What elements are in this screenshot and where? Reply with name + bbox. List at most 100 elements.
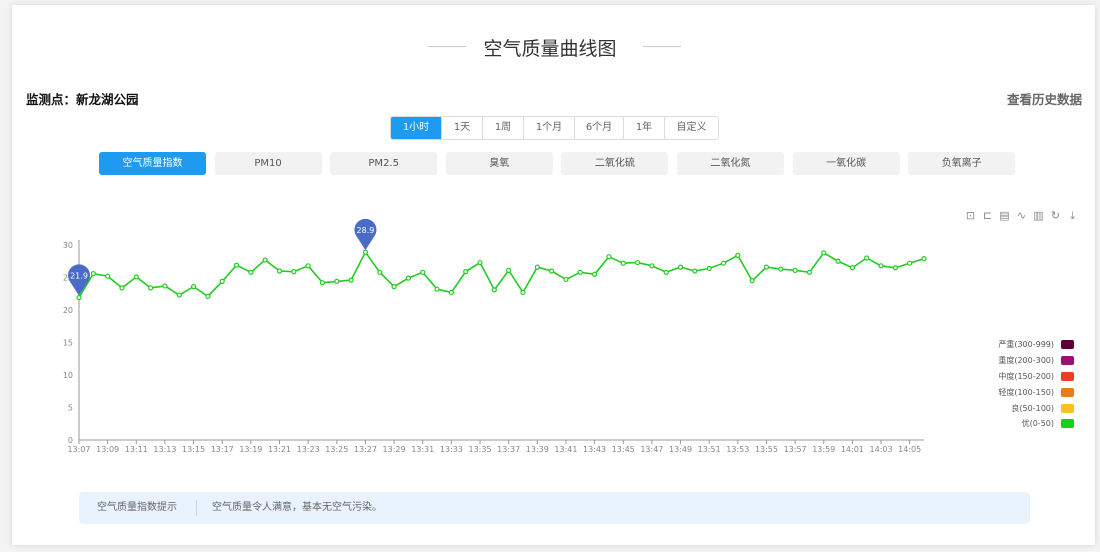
x-tick-label: 13:41 — [554, 445, 577, 454]
pollutant-tab-2[interactable]: PM2.5 — [330, 152, 438, 175]
x-tick-label: 13:33 — [440, 445, 463, 454]
data-point — [362, 249, 369, 255]
x-tick-label: 13:49 — [669, 445, 692, 454]
legend-item[interactable]: 良(50-100) — [998, 400, 1074, 416]
title-divider-right — [643, 46, 681, 47]
x-tick-label: 13:43 — [583, 445, 606, 454]
data-point — [348, 277, 354, 283]
mark-point-pin — [354, 218, 377, 251]
data-point — [248, 269, 254, 275]
legend-swatch — [1061, 340, 1074, 350]
time-range-4[interactable]: 6个月 — [574, 117, 623, 139]
tip-label: 空气质量指数提示 — [97, 502, 177, 513]
data-point — [291, 269, 297, 275]
download-icon[interactable]: ⤓ — [1070, 209, 1075, 222]
tip-divider — [196, 500, 197, 516]
x-tick-label: 13:11 — [125, 445, 148, 454]
data-point — [849, 265, 855, 271]
pollutant-tab-6[interactable]: 一氧化碳 — [792, 152, 900, 175]
legend-label: 严重(300-999) — [998, 340, 1054, 350]
time-range-1[interactable]: 1天 — [441, 117, 482, 139]
pollutant-tab-4[interactable]: 二氧化硫 — [561, 152, 669, 175]
time-range-2[interactable]: 1周 — [482, 117, 523, 139]
data-point — [749, 278, 755, 284]
tip-message: 空气质量令人满意，基本无空气污染。 — [212, 502, 382, 513]
data-point — [563, 276, 569, 283]
x-tick-label: 14:03 — [870, 445, 893, 454]
data-point — [735, 252, 741, 258]
x-tick-label: 13:57 — [784, 445, 807, 454]
time-range-5[interactable]: 1年 — [623, 117, 664, 139]
legend-swatch — [1061, 387, 1074, 397]
x-tick-label: 13:55 — [755, 445, 778, 454]
chart-toolbox: ⊡ ⊏ ▤ ∿ ▥ ↻ ⤓ — [964, 209, 1079, 222]
x-tick-label: 13:31 — [411, 445, 434, 454]
zoom-reset-icon[interactable]: ⊏ — [982, 209, 993, 222]
time-range-3[interactable]: 1个月 — [523, 117, 574, 139]
legend-swatch — [1061, 419, 1074, 429]
data-point — [806, 269, 813, 275]
data-point — [677, 264, 684, 270]
data-point — [90, 271, 96, 277]
time-range-0[interactable]: 1小时 — [391, 117, 441, 139]
line-chart-icon[interactable]: ∿ — [1016, 209, 1027, 222]
y-tick-label: 20 — [63, 306, 73, 315]
pollutant-tab-7[interactable]: 负氧离子 — [908, 152, 1016, 175]
data-point — [921, 256, 927, 262]
x-tick-label: 13:35 — [468, 445, 491, 454]
x-tick-label: 13:13 — [153, 445, 176, 454]
data-point — [634, 259, 641, 266]
data-point — [276, 268, 283, 274]
x-tick-label: 13:19 — [239, 445, 262, 454]
data-point — [720, 260, 727, 266]
data-point — [663, 269, 669, 275]
x-tick-label: 13:23 — [297, 445, 320, 454]
data-point — [878, 263, 884, 269]
x-tick-label: 13:17 — [211, 445, 234, 454]
x-tick-label: 13:07 — [67, 445, 90, 454]
legend-swatch — [1061, 403, 1074, 413]
x-tick-label: 14:01 — [841, 445, 864, 454]
time-range-6[interactable]: 自定义 — [664, 117, 718, 139]
pollutant-tab-3[interactable]: 臭氧 — [445, 152, 553, 175]
x-tick-label: 14:05 — [898, 445, 921, 454]
restore-icon[interactable]: ↻ — [1050, 209, 1061, 222]
x-tick-label: 13:37 — [497, 445, 520, 454]
data-point — [262, 257, 268, 263]
data-point — [305, 263, 311, 269]
data-point — [778, 266, 784, 272]
legend-item[interactable]: 优(0-50) — [998, 416, 1074, 432]
x-tick-label: 13:15 — [182, 445, 205, 454]
legend-swatch — [1061, 371, 1074, 381]
legend-item[interactable]: 轻度(100-150) — [998, 384, 1074, 400]
zoom-icon[interactable]: ⊡ — [965, 209, 976, 222]
legend-label: 良(50-100) — [1011, 403, 1054, 413]
legend-item[interactable]: 重度(200-300) — [998, 353, 1074, 369]
y-tick-label: 10 — [63, 371, 73, 380]
data-point — [520, 289, 526, 296]
bar-chart-icon[interactable]: ▥ — [1033, 209, 1044, 222]
history-data-link[interactable]: 查看历史数据 — [1006, 92, 1082, 107]
data-point — [649, 263, 655, 269]
aqi-level-legend: 严重(300-999) 重度(200-300) 中度(150-200) 轻度(100-… — [998, 337, 1074, 432]
pollutant-tab-0[interactable]: 空气质量指数 — [99, 152, 206, 175]
legend-item[interactable]: 中度(150-200) — [998, 369, 1074, 385]
data-point — [821, 250, 827, 256]
x-tick-label: 13:47 — [640, 445, 663, 454]
legend-item[interactable]: 严重(300-999) — [998, 337, 1074, 353]
data-point — [448, 289, 454, 296]
data-point — [420, 269, 426, 275]
chart-card — [12, 5, 1095, 545]
pollutant-tab-1[interactable]: PM10 — [214, 152, 322, 175]
data-point — [334, 278, 340, 284]
y-tick-label: 0 — [68, 436, 73, 445]
legend-label: 优(0-50) — [1021, 419, 1054, 429]
aqi-tip-box: 空气质量指数提示 空气质量令人满意，基本无空气污染。 — [79, 492, 1030, 524]
data-point — [692, 268, 698, 274]
data-view-icon[interactable]: ▤ — [999, 209, 1010, 222]
pollutant-tab-5[interactable]: 二氧化氮 — [677, 152, 784, 175]
data-point — [907, 260, 913, 266]
legend-label: 轻度(100-150) — [998, 387, 1054, 397]
data-point — [205, 293, 211, 299]
